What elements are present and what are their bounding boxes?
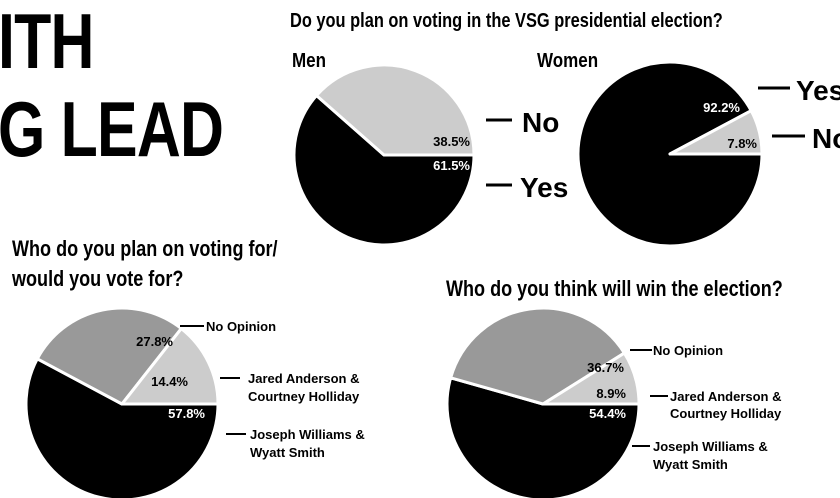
legend-win-jared-line2: Courtney Holliday [670, 406, 782, 421]
win-prediction-question: Who do you think will win the election? [446, 276, 783, 301]
data-label-men-yes: 61.5% [433, 158, 470, 173]
legend-women-yes: Yes [796, 75, 840, 106]
pie-slice-vote-no-opinion [35, 306, 183, 406]
data-label-women-yes: 92.2% [703, 100, 740, 115]
data-label-win-jared: 8.9% [596, 386, 626, 401]
legend-vote-jared-line1: Jared Anderson & [248, 371, 360, 386]
women-pie-label: Women [537, 50, 599, 72]
legend-vote-joseph-line2: Wyatt Smith [250, 445, 325, 460]
data-label-vote-joseph: 57.8% [168, 406, 205, 421]
headline-line-1: ITH [0, 0, 94, 85]
pie-slice-vote-jared [120, 327, 220, 406]
vote-choice-question-line-2: would you vote for? [12, 266, 184, 291]
data-label-win-no-opinion: 36.7% [587, 360, 624, 375]
legend-win-no-opinion: No Opinion [653, 343, 723, 358]
pie-slice-win-jared [541, 351, 641, 406]
voting-plan-question: Do you plan on voting in the VSG preside… [290, 10, 723, 32]
legend-win-joseph-line1: Joseph Williams & [653, 439, 768, 454]
legend-men-no: No [522, 107, 559, 138]
pie-slice-men-yes [292, 93, 476, 247]
data-label-vote-jared: 14.4% [151, 374, 188, 389]
legend-vote-jared-line2: Courtney Holliday [248, 389, 360, 404]
data-label-vote-no-opinion: 27.8% [136, 334, 173, 349]
data-label-women-no: 7.8% [727, 136, 757, 151]
legend-win-joseph-line2: Wyatt Smith [653, 457, 728, 472]
pie-slice-women-no [668, 109, 764, 156]
pie-slice-win-joseph [445, 376, 641, 498]
legend-vote-joseph-line1: Joseph Williams & [250, 427, 365, 442]
data-label-men-no: 38.5% [433, 134, 470, 149]
pie-slice-vote-joseph [24, 357, 220, 498]
legend-vote-no-opinion: No Opinion [206, 319, 276, 334]
legend-men-yes: Yes [520, 172, 568, 203]
data-label-win-joseph: 54.4% [589, 406, 626, 421]
pie-slice-men-no [314, 63, 476, 157]
vote-choice-question-line-1: Who do you plan on voting for/ [12, 236, 278, 261]
headline-line-2: G LEAD [0, 85, 224, 173]
men-pie-label: Men [292, 50, 326, 72]
legend-women-no: No [812, 123, 840, 154]
legend-win-jared-line1: Jared Anderson & [670, 389, 782, 404]
